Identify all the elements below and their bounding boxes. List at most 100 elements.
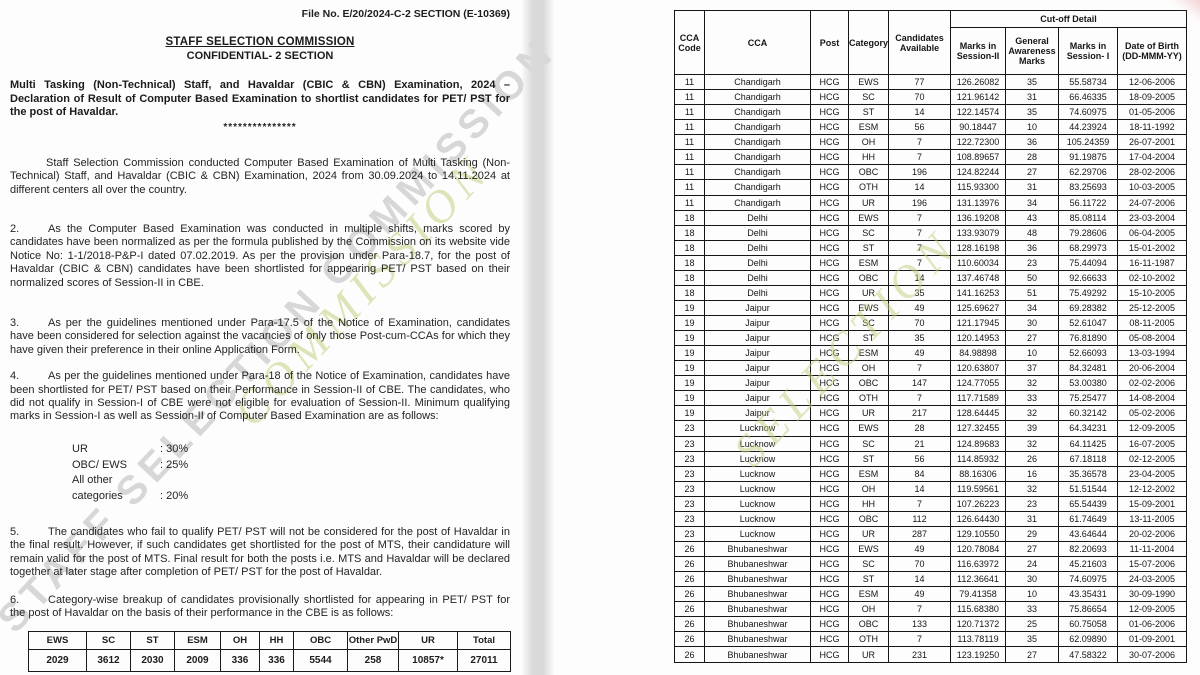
cutoff-cell: 7: [888, 601, 951, 618]
cutoff-cell: ST: [848, 330, 889, 347]
cutoff-cell: 112: [888, 510, 951, 527]
cutoff-cell: HCG: [810, 299, 849, 317]
cutoff-cell: 88.16306: [950, 465, 1006, 482]
cutoff-cell: HCG: [810, 209, 849, 226]
summary-value-cell: 27011: [457, 648, 511, 672]
cutoff-cell: 91.19875: [1058, 149, 1118, 166]
cutoff-cell: 37: [1005, 360, 1059, 377]
cutoff-cell: 117.71589: [950, 390, 1006, 407]
cutoff-cell: 76.81890: [1058, 330, 1118, 347]
cutoff-cell: SC: [848, 314, 889, 332]
cutoff-cell: 10: [1005, 119, 1059, 136]
paragraph-2-text: As the Computer Based Examination was co…: [10, 223, 510, 289]
summary-header-cell: Total: [457, 630, 511, 650]
cutoff-cell: 52.61047: [1058, 314, 1118, 332]
cutoff-cell: HCG: [810, 239, 849, 256]
cutoff-cell: 28-02-2006: [1117, 164, 1187, 181]
cutoff-cell: ST: [848, 450, 889, 467]
cutoff-cell: 18: [674, 224, 705, 241]
cutoff-cell: 14: [888, 571, 951, 588]
cutoff-cell: 31: [1005, 89, 1059, 106]
cutoff-cell: 11: [674, 104, 705, 121]
qualifying-label: All other categories: [72, 474, 123, 503]
cutoff-cell: 19: [674, 314, 705, 332]
cutoff-row: 19 Jaipur HCG UR 217 128.64445 32 60.32142 05-02…: [674, 405, 1187, 422]
paragraph-3: 3. As per the guidelines mentioned under …: [10, 317, 510, 357]
cutoff-cell: ESM: [848, 254, 889, 271]
qualifying-label: UR: [72, 442, 88, 455]
cutoff-cell: 74.60975: [1058, 571, 1118, 588]
cutoff-cell: 60.75058: [1058, 616, 1118, 633]
cutoff-cell: ESM: [848, 586, 889, 603]
cutoff-row: 11 Chandigarh HCG UR 196 131.13976 34 56.11722 2…: [674, 194, 1187, 211]
cutoff-cell: 26: [674, 540, 705, 558]
cutoff-cell: 62.09890: [1058, 631, 1118, 648]
cutoff-cell: 10-03-2005: [1117, 179, 1187, 196]
cutoff-cell: 05-02-2006: [1117, 405, 1187, 422]
cutoff-cell: 83.25693: [1058, 179, 1118, 196]
cutoff-cell: 141.16253: [950, 284, 1006, 301]
cutoff-cell: 49: [888, 540, 951, 558]
cutoff-cell: 7: [888, 239, 951, 256]
cutoff-cell: 43.64644: [1058, 525, 1118, 542]
cutoff-cell: Jaipur: [704, 360, 811, 377]
cutoff-cell: 15-01-2002: [1117, 239, 1187, 256]
cutoff-cell: 26: [674, 616, 705, 633]
cutoff-cell: HCG: [810, 420, 849, 437]
cutoff-cell: 113.78119: [950, 631, 1006, 648]
cutoff-cell: 50: [1005, 269, 1059, 286]
cutoff-row: 11 Chandigarh HCG SC 70 121.96142 31 66.46335 18…: [674, 89, 1187, 106]
cutoff-cell: 121.96142: [950, 89, 1006, 106]
cutoff-cell: 16-11-1987: [1117, 254, 1187, 271]
cutoff-cell: 19: [674, 375, 705, 392]
cutoff-cell: HCG: [810, 73, 849, 91]
cutoff-cell: 27: [1005, 330, 1059, 347]
cutoff-cell: 120.14953: [950, 330, 1006, 347]
notice-page: File No. E/20/2024-C-2 SECTION (E-10369)…: [10, 0, 511, 672]
cutoff-cell: 68.29973: [1058, 239, 1118, 256]
cutoff-cell: 11: [674, 179, 705, 196]
cutoff-cell: HCG: [810, 555, 849, 573]
cutoff-row: 18 Delhi HCG UR 35 141.16253 51 75.49292 15-10-2…: [674, 284, 1187, 301]
cutoff-cell: SC: [848, 435, 889, 452]
cutoff-cell: 120.63807: [950, 360, 1006, 377]
cutoff-cell: 23: [674, 480, 705, 497]
cutoff-cell: 23: [1005, 254, 1059, 271]
cutoff-cell: EWS: [848, 209, 889, 226]
cutoff-cell: 49: [888, 345, 951, 362]
cutoff-cell: 79.41358: [950, 586, 1006, 603]
cutoff-cell: HCG: [810, 269, 849, 286]
cutoff-cell: 14: [888, 104, 951, 121]
paragraph-1: Staff Selection Commission conducted Com…: [10, 157, 510, 197]
cutoff-cell: 39: [1005, 420, 1059, 437]
cutoff-cell: 32: [1005, 375, 1059, 392]
cutoff-cell: 217: [888, 405, 951, 422]
cutoff-cell: Delhi: [704, 239, 811, 256]
cutoff-cell: 35: [1005, 73, 1059, 91]
cutoff-cell: Bhubaneshwar: [704, 601, 811, 618]
cutoff-cell: HCG: [810, 435, 849, 452]
cutoff-cell: 28: [888, 420, 951, 437]
cutoff-cell: 53.00380: [1058, 375, 1118, 392]
cutoff-cell: 129.10550: [950, 525, 1006, 542]
cutoff-cell: Chandigarh: [704, 73, 811, 91]
cutoff-cell: 7: [888, 149, 951, 166]
cutoff-cell: HCG: [810, 495, 849, 512]
cutoff-row: 26 Bhubaneshwar HCG OH 7 115.68380 33 75.86654 1…: [674, 601, 1187, 618]
separator-stars: ***************: [223, 121, 297, 133]
cutoff-cell: 137.46748: [950, 269, 1006, 286]
cutoff-row: 26 Bhubaneshwar HCG OBC 133 120.71372 25 60.750…: [674, 616, 1187, 633]
cutoff-cell: UR: [848, 194, 889, 211]
cutoff-cell: Bhubaneshwar: [704, 616, 811, 633]
cutoff-cell: 43: [1005, 209, 1059, 226]
cutoff-cell: HCG: [810, 119, 849, 136]
cutoff-row: 19 Jaipur HCG OH 7 120.63807 37 84.32481 20-06-2…: [674, 360, 1187, 377]
cutoff-cell: OTH: [848, 390, 889, 407]
cutoff-cell: 02-02-2006: [1117, 375, 1187, 392]
qualifying-row-obc-ews: OBC/ EWS: 25%: [72, 458, 510, 474]
cutoff-cell: HCG: [810, 149, 849, 166]
cutoff-cell: 24-07-2006: [1117, 194, 1187, 211]
cutoff-cell: HCG: [810, 345, 849, 362]
paragraph-1-text: Staff Selection Commission conducted Com…: [10, 156, 510, 196]
